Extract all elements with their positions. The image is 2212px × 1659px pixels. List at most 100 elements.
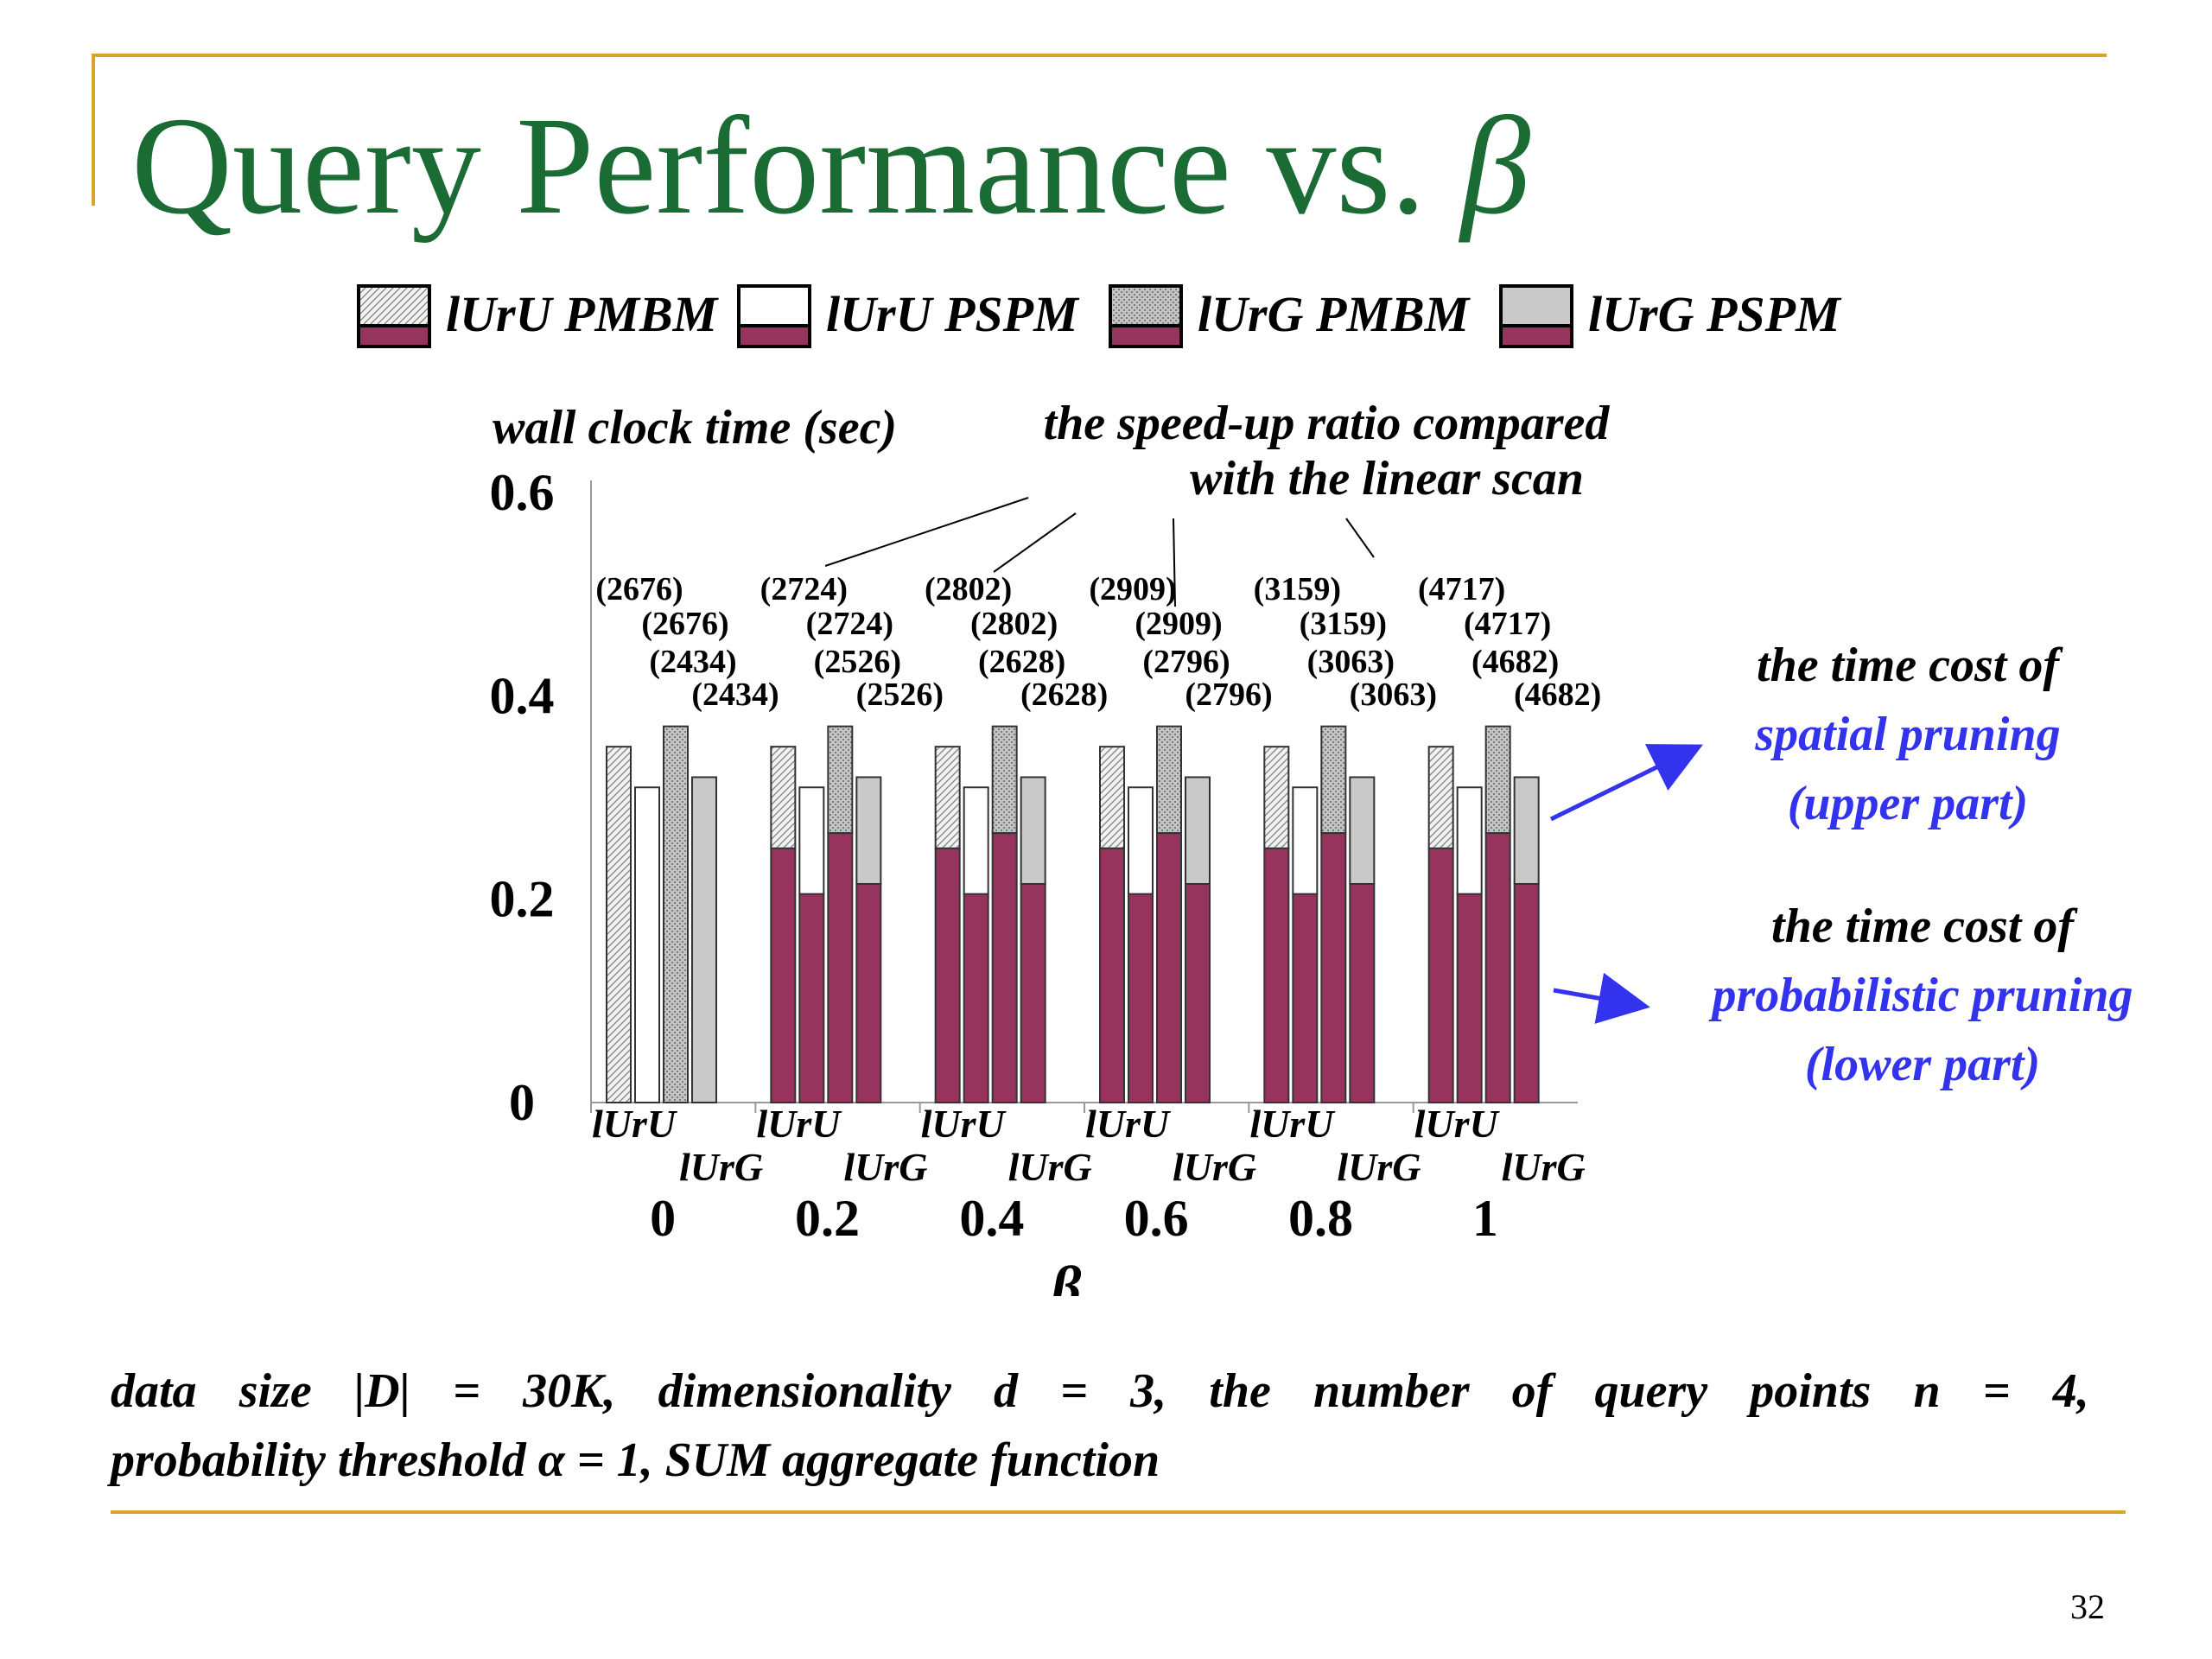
- annotation-line: probabilistic pruning: [1712, 969, 2133, 1022]
- speedup-label: (3063): [1307, 644, 1395, 680]
- subcategory-label: lUrU: [921, 1102, 1007, 1146]
- bar-luru-pspm-upper: [798, 786, 825, 895]
- speedup-label: (4717): [1418, 571, 1505, 607]
- bar-lurg-pspm-lower: [1513, 883, 1540, 1103]
- bar-lurg-pmbm-upper: [1484, 725, 1511, 835]
- settings-word: n: [1913, 1364, 1941, 1418]
- bar-lurg-pspm-upper: [1513, 776, 1540, 886]
- slide-title-text: Query Performance vs.: [131, 89, 1461, 244]
- upper-part-annotation: the time cost of spatial pruning (upper …: [1692, 631, 2124, 838]
- legend-label: lUrU PSPM: [826, 286, 1078, 342]
- annotation-line: (lower part): [1804, 1038, 2041, 1091]
- subcategory-label: lUrU: [756, 1102, 842, 1146]
- left-accent-rule: [92, 54, 95, 206]
- bar-luru-pmbm-lower: [934, 847, 961, 1103]
- annotation-line: (upper part): [1787, 777, 2029, 830]
- upper-part-arrow: [1549, 744, 1703, 822]
- beta-symbol: β: [1460, 89, 1531, 244]
- settings-word: 3,: [1130, 1364, 1167, 1418]
- annotation-line: the time cost of: [1757, 639, 2059, 692]
- bar-luru-pspm-lower: [798, 893, 825, 1103]
- bar-luru-pmbm-upper: [1427, 746, 1454, 849]
- settings-line-2: probability threshold α = 1, SUM aggrega…: [111, 1433, 1160, 1487]
- legend-swatch-lurg-pspm: [1499, 284, 1573, 348]
- bar-luru-pspm-lower: [1292, 893, 1319, 1103]
- legend-swatch-luru-pspm: [737, 284, 811, 348]
- speedup-annotation: the speed-up ratio compared with the lin…: [1007, 396, 1646, 506]
- bar-luru-pmbm-lower: [1099, 847, 1125, 1103]
- bar-lurg-pspm-upper: [1020, 776, 1046, 886]
- x-tick-label: 0.2: [795, 1190, 860, 1247]
- speedup-label: (2676): [595, 571, 683, 607]
- bar-lurg-pmbm-lower: [1156, 832, 1182, 1104]
- speedup-label: (4717): [1464, 606, 1551, 642]
- bar-lurg-pspm-upper: [1185, 776, 1211, 886]
- x-tick-label: 0.6: [1124, 1190, 1189, 1247]
- speedup-label: (2526): [856, 677, 944, 713]
- bar-luru-pmbm-lower: [1427, 847, 1454, 1103]
- chart-bars: [606, 725, 1540, 1104]
- annotation-line: spatial pruning: [1755, 708, 2061, 761]
- bar-lurg-pmbm-lower: [1320, 832, 1347, 1104]
- y-tick-label: 0.4: [490, 667, 555, 724]
- bar-luru-pmbm-lower: [1263, 847, 1290, 1103]
- legend-label: lUrU PMBM: [446, 286, 718, 342]
- settings-word: =: [453, 1364, 481, 1418]
- y-tick-label: 0.2: [490, 871, 555, 928]
- subcategory-label: lUrG: [1337, 1145, 1421, 1189]
- speedup-label: (2676): [641, 606, 728, 642]
- bar-lurg-pmbm-upper: [1320, 725, 1347, 835]
- bar-lurg-pmbm-upper: [663, 725, 689, 1104]
- settings-word: =: [1982, 1364, 2011, 1418]
- lower-part-annotation: the time cost of probabilistic pruning (…: [1646, 892, 2199, 1099]
- bar-luru-pspm-lower: [1456, 893, 1483, 1103]
- speedup-label: (4682): [1514, 677, 1601, 713]
- bar-lurg-pspm-lower: [855, 883, 882, 1103]
- speedup-label: (2434): [691, 677, 779, 713]
- settings-word: =: [1060, 1364, 1089, 1418]
- experiment-settings: data size |D| = 30K, dimensionality d = 3, the num…: [111, 1357, 2089, 1495]
- bar-luru-pspm-upper: [1292, 786, 1319, 895]
- legend-label: lUrG PSPM: [1588, 286, 1840, 342]
- settings-word: of: [1511, 1364, 1553, 1418]
- page-number: 32: [2070, 1587, 2105, 1626]
- speedup-label: (2628): [978, 644, 1065, 680]
- bar-lurg-pspm-upper: [855, 776, 882, 886]
- settings-word: 30K,: [523, 1364, 616, 1418]
- subcategory-label: lUrG: [1008, 1145, 1092, 1189]
- bar-lurg-pspm-lower: [1185, 883, 1211, 1103]
- bar-luru-pmbm-upper: [934, 746, 961, 849]
- x-tick-label: 0: [650, 1190, 676, 1247]
- speedup-annotation-line: with the linear scan: [1190, 452, 1584, 505]
- bar-lurg-pspm-lower: [1349, 883, 1376, 1103]
- bar-luru-pmbm-upper: [1263, 746, 1290, 849]
- subcategory-label: lUrG: [679, 1145, 763, 1189]
- speedup-label: (2628): [1020, 677, 1108, 713]
- speedup-label: (2724): [806, 606, 893, 642]
- settings-word: data: [111, 1364, 197, 1418]
- subcategory-label: lUrG: [1173, 1145, 1256, 1189]
- bottom-accent-rule: [111, 1510, 2126, 1514]
- chart-axes: 0 0.2 0.4 0.6 wall clock time (sec) β: [490, 401, 1578, 1296]
- subcategory-label: lUrU: [592, 1102, 678, 1146]
- speedup-label: (3159): [1300, 606, 1387, 642]
- bar-lurg-pmbm-upper: [1156, 725, 1182, 835]
- x-tick-label: 0.8: [1288, 1190, 1353, 1247]
- bar-lurg-pmbm-lower: [827, 832, 854, 1104]
- settings-word: 4,: [2052, 1364, 2089, 1418]
- bar-lurg-pmbm-lower: [991, 832, 1018, 1104]
- settings-line-1: data size |D| = 30K, dimensionality d = 3, the num…: [111, 1357, 2089, 1426]
- settings-word: |D|: [353, 1364, 410, 1418]
- speedup-label: (2526): [814, 644, 901, 680]
- speedup-label: (2802): [970, 606, 1058, 642]
- bar-luru-pmbm-upper: [606, 746, 632, 1104]
- speedup-label: (2796): [1142, 644, 1230, 680]
- settings-word: size: [238, 1364, 312, 1418]
- lower-part-arrow: [1553, 972, 1650, 1024]
- subcategory-label: lUrU: [1249, 1102, 1336, 1146]
- bar-lurg-pmbm-upper: [991, 725, 1018, 835]
- legend-label: lUrG PMBM: [1198, 286, 1470, 342]
- y-tick-label: 0: [509, 1074, 535, 1131]
- chart-labels: lUrUlUrG0(2676)(2676)(2434)(2434)lUrUlUr…: [592, 571, 1601, 1247]
